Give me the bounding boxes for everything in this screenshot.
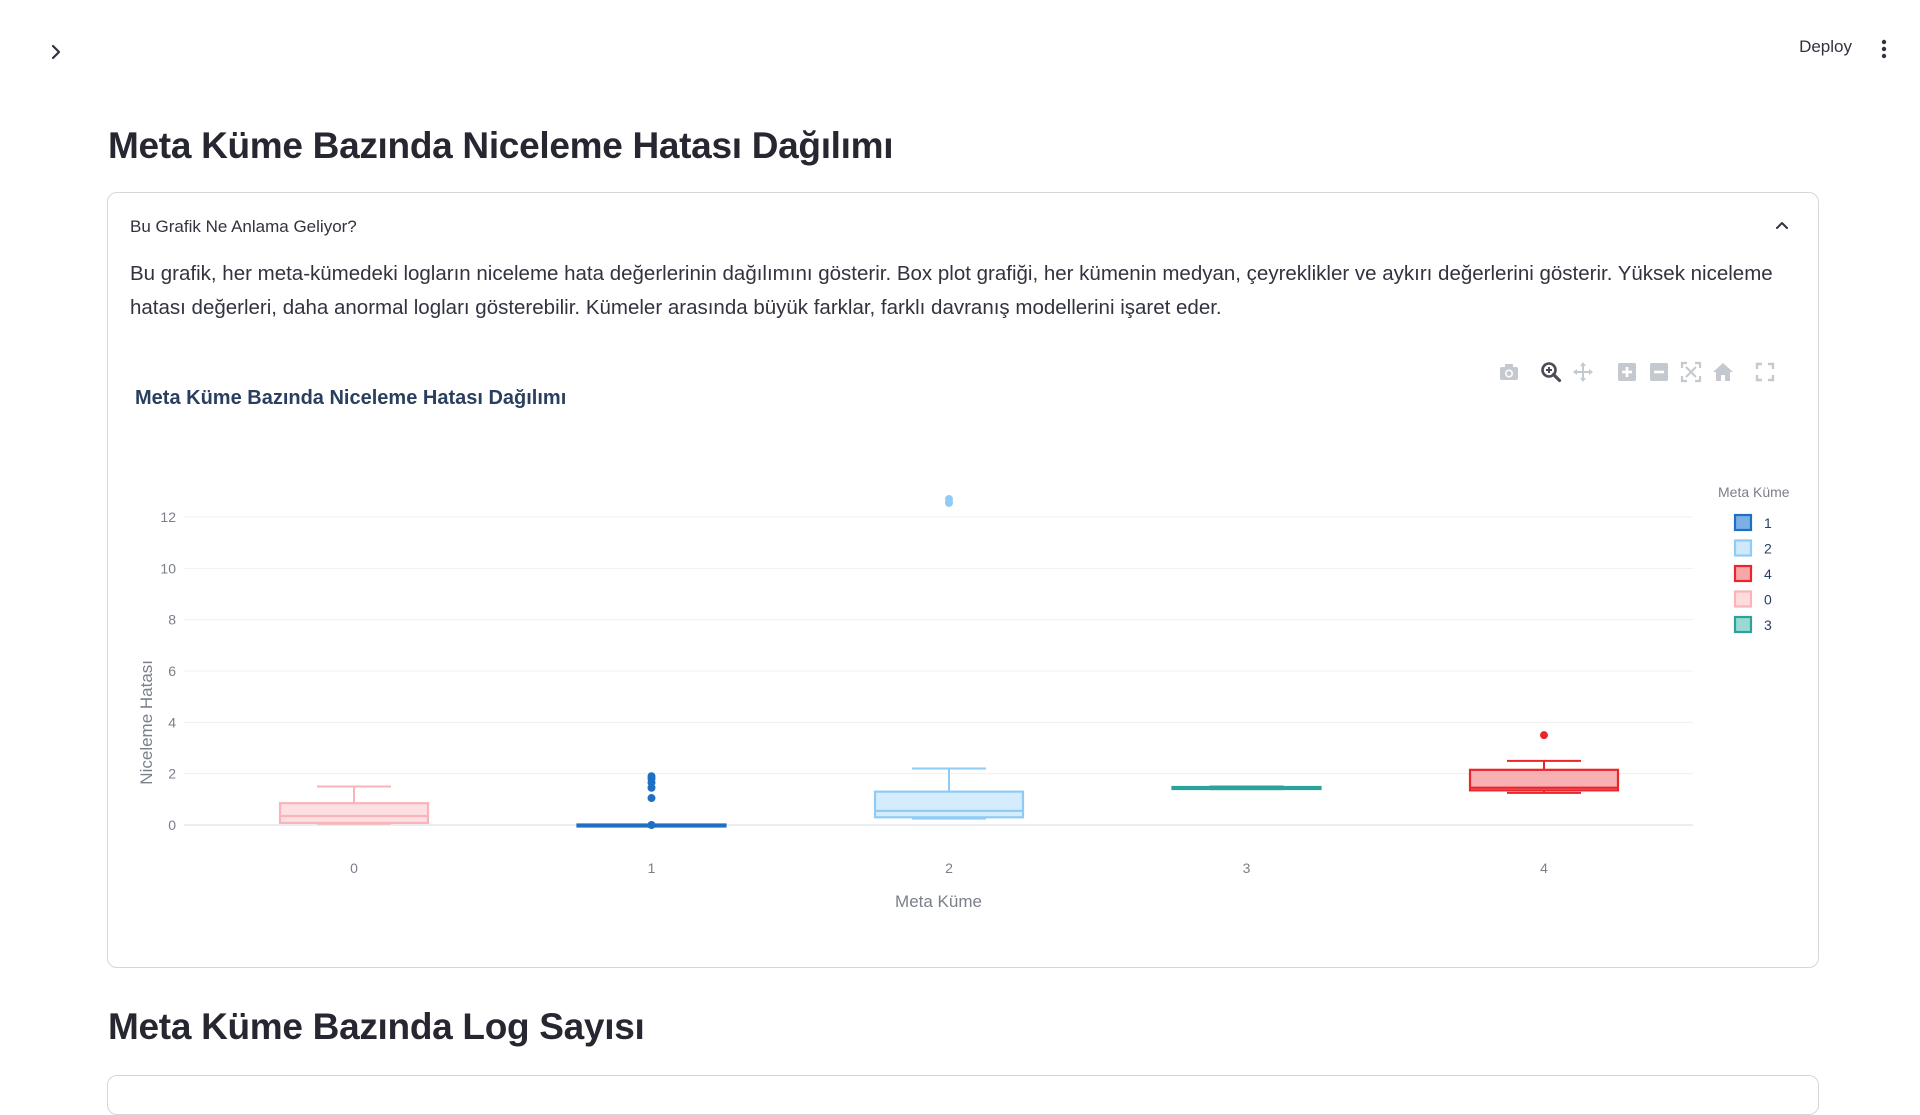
zoom-button[interactable] (1540, 361, 1562, 383)
x-tick-label: 3 (1243, 860, 1251, 876)
expander-header[interactable]: Bu Grafik Ne Anlama Geliyor? (130, 217, 357, 236)
box-outlier-point (647, 821, 656, 829)
x-tick-label: 1 (648, 860, 656, 876)
section-title-quantization-error: Meta Küme Bazında Niceleme Hatası Dağılı… (108, 125, 894, 166)
expander-log-count (107, 1075, 1819, 1115)
autoscale-button[interactable] (1680, 361, 1702, 383)
chevron-up-icon (1776, 222, 1788, 229)
section-title-log-count: Meta Küme Bazında Log Sayısı (108, 1006, 645, 1047)
legend-label: 4 (1764, 566, 1772, 582)
y-tick-label: 8 (168, 612, 176, 628)
legend-swatch (1733, 615, 1753, 634)
zoom-in-icon (1618, 363, 1636, 381)
y-tick-label: 12 (160, 509, 176, 525)
x-tick-label: 4 (1540, 860, 1548, 876)
camera-icon (1500, 364, 1518, 380)
box-body (278, 802, 430, 825)
x-axis-title: Meta Küme (895, 892, 982, 911)
chevron-right-icon (51, 44, 61, 60)
legend-swatch (1733, 513, 1753, 532)
vertical-dots-icon (1881, 39, 1887, 59)
y-tick-label: 6 (168, 663, 176, 679)
y-tick-label: 10 (160, 560, 176, 576)
legend-label: 1 (1764, 515, 1772, 531)
box-outlier-point (647, 794, 656, 803)
legend-label: 2 (1764, 541, 1772, 557)
legend-swatch (1733, 564, 1753, 583)
box-outlier-point (1540, 731, 1548, 740)
legend-swatch (1733, 539, 1753, 557)
chart-modebar (1498, 361, 1788, 383)
zoom-out-button[interactable] (1648, 361, 1670, 383)
reset-axes-button[interactable] (1712, 361, 1734, 383)
zoom-out-icon (1650, 363, 1668, 381)
x-tick-label: 2 (945, 860, 953, 876)
box-body (1468, 768, 1620, 792)
sidebar-toggle-button[interactable] (44, 40, 68, 64)
fullscreen-icon (1755, 362, 1775, 382)
y-tick-label: 0 (168, 817, 176, 833)
legend-title: Meta Küme (1718, 484, 1790, 500)
home-icon (1713, 363, 1733, 381)
main-menu-button[interactable] (1878, 37, 1890, 61)
pan-button[interactable] (1572, 361, 1594, 383)
box-plot-chart[interactable]: 0 2 4 6 8 10 12 0 1 2 3 4 Meta Küme Niceleme Hatası Me… (108, 393, 1820, 953)
expander-chart-explanation: Bu Grafik Ne Anlama Geliyor? Bu grafik, … (107, 192, 1819, 968)
box-body (873, 790, 1025, 819)
y-tick-label: 2 (168, 766, 176, 782)
zoom-icon (1541, 362, 1562, 383)
pan-icon (1573, 362, 1593, 382)
download-plot-button[interactable] (1498, 361, 1520, 383)
box-outlier-point (945, 495, 953, 504)
zoom-in-button[interactable] (1616, 361, 1638, 383)
legend-label: 3 (1764, 617, 1772, 633)
deploy-button[interactable]: Deploy (1799, 37, 1852, 56)
autoscale-icon (1680, 361, 1702, 383)
expander-collapse-button[interactable] (1772, 215, 1792, 235)
fullscreen-button[interactable] (1754, 361, 1776, 383)
y-axis-title: Niceleme Hatası (137, 660, 156, 785)
box-outlier-point (647, 772, 656, 781)
expander-description: Bu grafik, her meta-kümedeki logların ni… (130, 262, 1773, 319)
x-tick-label: 0 (350, 860, 358, 876)
chart-title: Meta Küme Bazında Niceleme Hatası Dağılı… (135, 387, 567, 409)
legend-label: 0 (1764, 592, 1772, 608)
y-tick-label: 4 (168, 714, 176, 730)
legend-swatch (1733, 590, 1753, 608)
